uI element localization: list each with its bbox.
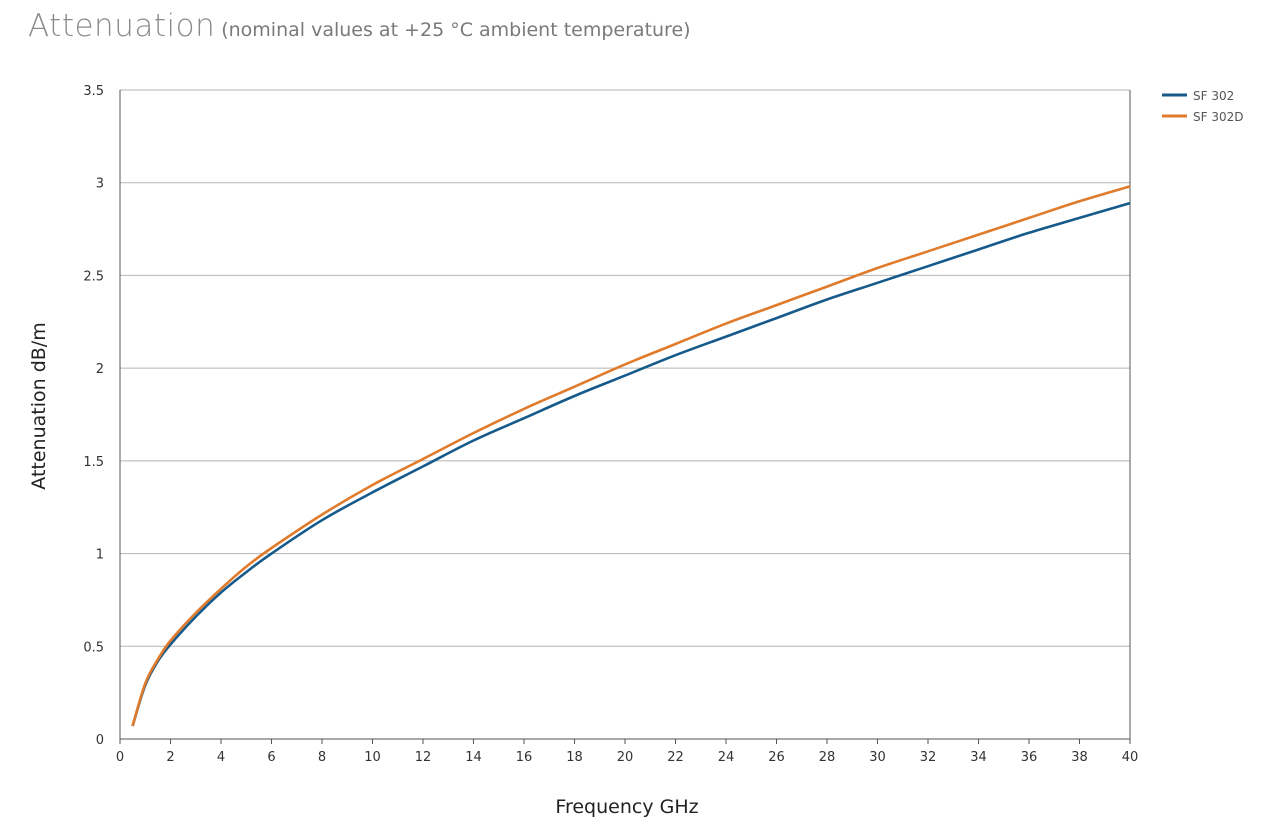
x-tick-label: 26 bbox=[768, 750, 785, 765]
legend-label-sf-302d: SF 302D bbox=[1193, 110, 1243, 124]
x-tick-label: 0 bbox=[116, 750, 124, 765]
series-lines bbox=[131, 185, 1131, 727]
y-tick-label: 1 bbox=[96, 548, 104, 563]
x-tick-label: 28 bbox=[819, 750, 836, 765]
x-tick-label: 8 bbox=[318, 750, 326, 765]
y-tick-label: 0 bbox=[96, 733, 104, 748]
x-tick-label: 12 bbox=[415, 750, 432, 765]
x-tick-label: 30 bbox=[869, 750, 886, 765]
y-tick-label: 0.5 bbox=[83, 640, 104, 655]
x-tick-label: 22 bbox=[667, 750, 684, 765]
chart-title-row: Attenuation (nominal values at +25 °C amb… bbox=[28, 8, 691, 44]
legend: SF 302 SF 302D bbox=[1162, 89, 1243, 124]
x-tick-label: 16 bbox=[516, 750, 533, 765]
x-tick-label: 4 bbox=[217, 750, 225, 765]
chart-subtitle: (nominal values at +25 °C ambient temper… bbox=[221, 19, 691, 41]
x-tick-label: 34 bbox=[970, 750, 987, 765]
x-tick-label: 36 bbox=[1021, 750, 1038, 765]
x-tick-label: 6 bbox=[267, 750, 275, 765]
x-tick-label: 24 bbox=[718, 750, 735, 765]
chart-title: Attenuation bbox=[28, 8, 216, 44]
y-tick-label: 2 bbox=[96, 362, 104, 377]
grid-lines bbox=[119, 89, 1131, 740]
x-tick-label: 32 bbox=[920, 750, 937, 765]
y-tick-label: 3 bbox=[96, 177, 104, 192]
y-axis-label: Attenuation dB/m bbox=[28, 322, 50, 489]
x-tick-label: 14 bbox=[465, 750, 482, 765]
legend-label-sf-302: SF 302 bbox=[1193, 89, 1234, 103]
x-axis-label: Frequency GHz bbox=[555, 796, 698, 818]
x-tick-label: 40 bbox=[1122, 750, 1139, 765]
y-tick-label: 3.5 bbox=[83, 84, 104, 99]
series-line-sf-302d bbox=[131, 185, 1131, 727]
x-axis-ticks: 0 2 4 6 8 10 12 14 16 18 20 22 24 26 28 30 32 34 36 38 40 bbox=[116, 739, 1138, 765]
series-line-sf-302 bbox=[131, 201, 1131, 727]
y-tick-label: 1.5 bbox=[83, 455, 104, 470]
x-tick-label: 20 bbox=[617, 750, 634, 765]
x-tick-label: 2 bbox=[166, 750, 174, 765]
x-tick-label: 10 bbox=[364, 750, 381, 765]
x-tick-label: 38 bbox=[1071, 750, 1088, 765]
x-tick-label: 18 bbox=[566, 750, 583, 765]
y-tick-label: 2.5 bbox=[83, 269, 104, 284]
y-axis-ticks: 0 0.5 1 1.5 2 2.5 3 3.5 bbox=[83, 84, 104, 748]
